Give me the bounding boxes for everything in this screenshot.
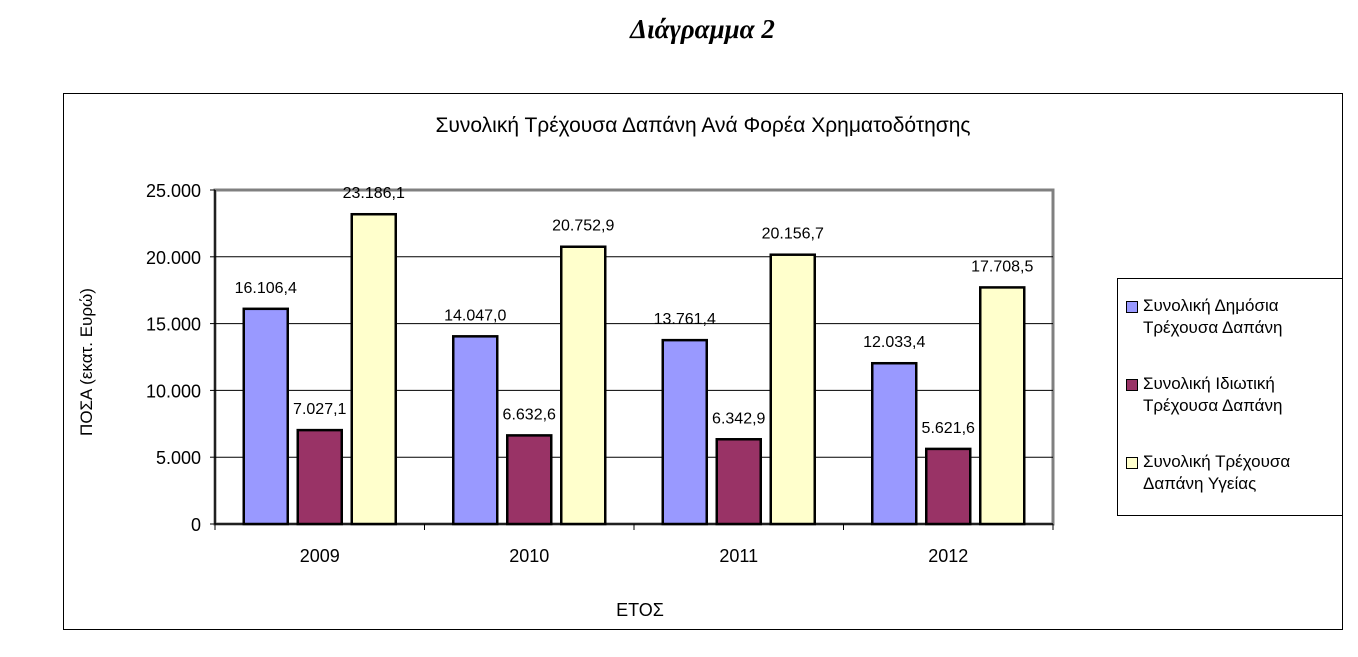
x-tick-label: 2011	[719, 546, 758, 566]
y-tick-label: 15.000	[146, 315, 201, 335]
legend-label: Συνολική Δημόσια Τρέχουσα Δαπάνη	[1143, 295, 1343, 339]
page-heading: Διάγραμμα 2	[630, 14, 775, 44]
chart-title: Συνολική Τρέχουσα Δαπάνη Ανά Φορέα Χρημα…	[435, 114, 970, 137]
plot-area: 0 5.000 10.000 15.000 20.000 25.000 2009 16.106…	[146, 181, 1055, 566]
legend-label: Συνολική Τρέχουσα Δαπάνη Υγείας	[1143, 451, 1343, 495]
y-tick-label: 5.000	[156, 448, 201, 468]
data-label: 5.621,6	[922, 420, 975, 437]
data-label: 6.632,6	[503, 406, 556, 423]
y-axis-label: ΠΟΣΑ (εκατ. Ευρώ)	[77, 288, 96, 436]
bar	[452, 335, 499, 526]
data-label: 13.761,4	[654, 311, 716, 328]
legend-swatch	[1126, 457, 1138, 469]
data-label: 7.027,1	[293, 401, 346, 418]
legend-label-line: Συνολική Δημόσια	[1143, 296, 1279, 315]
bar	[715, 438, 762, 526]
x-tick-label: 2012	[928, 546, 968, 566]
bar	[242, 307, 289, 526]
legend-label-line: Τρέχουσα Δαπάνη	[1143, 318, 1283, 337]
x-tick-label: 2009	[300, 546, 340, 566]
legend: Συνολική Δημόσια Τρέχουσα Δαπάνη Συνολική …	[1117, 278, 1343, 516]
data-label: 14.047,0	[444, 307, 506, 324]
bar	[769, 253, 816, 526]
x-tick-label: 2010	[509, 546, 549, 566]
legend-label-line: Δαπάνη Υγείας	[1143, 474, 1257, 493]
legend-swatch	[1126, 379, 1138, 391]
legend-label-line: Τρέχουσα Δαπάνη	[1143, 396, 1283, 415]
y-tick-label: 0	[191, 515, 201, 535]
y-tick-label: 25.000	[146, 181, 201, 201]
bar	[871, 361, 918, 526]
data-label: 16.106,4	[235, 280, 297, 297]
legend-label-line: Συνολική Ιδιωτική	[1143, 374, 1275, 393]
bar	[661, 338, 708, 526]
data-label: 20.156,7	[762, 226, 824, 243]
bar	[979, 286, 1026, 526]
y-tick-label: 20.000	[146, 248, 201, 268]
legend-label: Συνολική Ιδιωτική Τρέχουσα Δαπάνη	[1143, 373, 1343, 417]
y-tick-label: 10.000	[146, 381, 201, 401]
bar	[506, 434, 553, 526]
x-axis-label: ΕΤΟΣ	[616, 600, 664, 620]
bar	[925, 447, 972, 526]
bar	[350, 212, 397, 526]
data-label: 17.708,5	[971, 258, 1033, 275]
bar	[296, 428, 343, 526]
data-label: 23.186,1	[343, 185, 405, 202]
bar	[560, 245, 607, 526]
data-label: 20.752,9	[552, 218, 614, 235]
legend-label-line: Συνολική Τρέχουσα	[1143, 452, 1291, 471]
legend-swatch	[1126, 301, 1138, 313]
data-label: 6.342,9	[712, 410, 765, 427]
data-label: 12.033,4	[863, 334, 925, 351]
